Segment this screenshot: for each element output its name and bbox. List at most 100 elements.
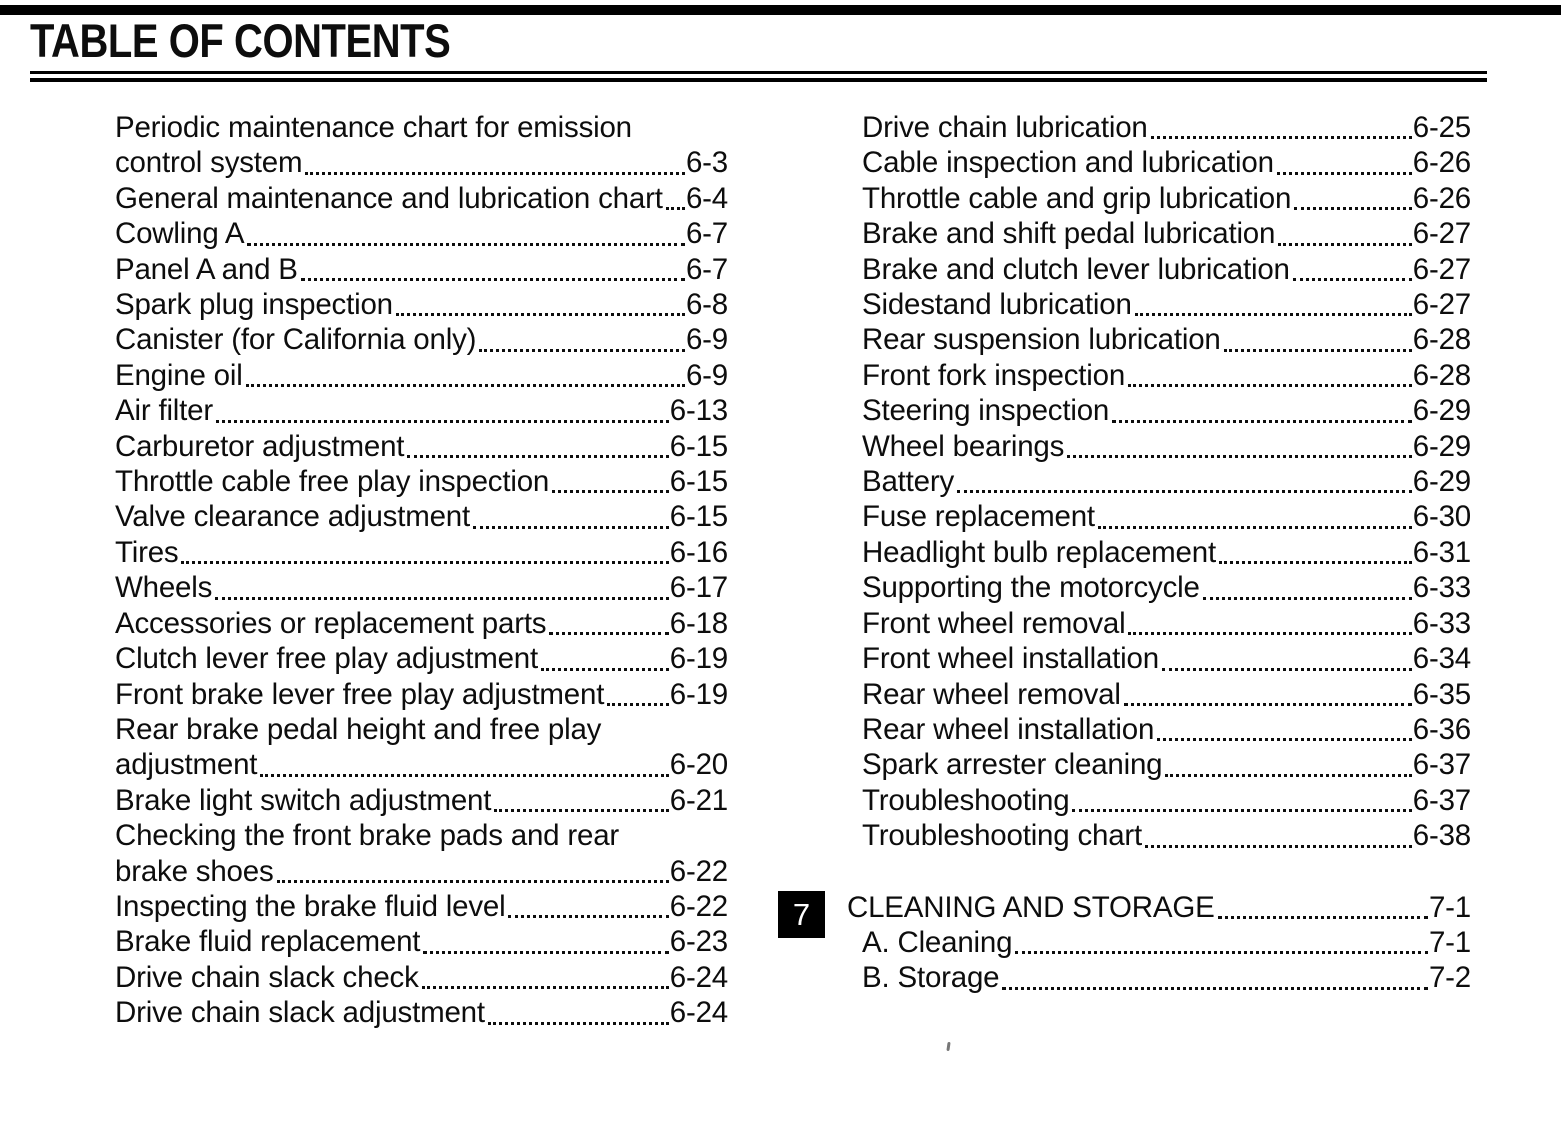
toc-entry-label: Supporting the motorcycle bbox=[862, 571, 1200, 605]
toc-entry-label: Sidestand lubrication bbox=[862, 288, 1132, 322]
toc-page-number: 6-26 bbox=[1412, 181, 1471, 215]
toc-entry-label: Checking the front brake pads and rear bbox=[115, 819, 620, 853]
toc-entry-label: Rear suspension lubrication bbox=[862, 323, 1221, 357]
title-rule-top bbox=[30, 71, 1487, 74]
toc-entry-label: Throttle cable and grip lubrication bbox=[862, 181, 1292, 215]
toc-entry-row: Tires 6-16 bbox=[115, 535, 728, 570]
toc-entry-row: Front wheel removal 6-33 bbox=[862, 606, 1471, 641]
toc-entry-row: Brake light switch adjustment 6-21 bbox=[115, 783, 728, 818]
toc-page-number: 6-24 bbox=[669, 996, 728, 1030]
toc-entry-label: Drive chain lubrication bbox=[862, 111, 1148, 144]
dot-leader bbox=[957, 490, 1412, 494]
dot-leader bbox=[494, 809, 669, 813]
dot-leader bbox=[607, 702, 669, 706]
dot-leader bbox=[1218, 561, 1412, 565]
page-title: TABLE OF CONTENTS bbox=[30, 14, 451, 67]
toc-page-number: 6-34 bbox=[1412, 642, 1471, 676]
toc-right-column: Drive chain lubrication 6-25 Cable inspect… bbox=[847, 110, 1471, 996]
dot-leader bbox=[1150, 136, 1412, 140]
chapter-7-tab: 7 bbox=[778, 891, 825, 938]
toc-page-number: 6-25 bbox=[1412, 111, 1471, 144]
toc-page-number: 6-21 bbox=[669, 783, 728, 817]
toc-entry-label: Brake light switch adjustment bbox=[115, 783, 492, 817]
toc-page-number: 6-19 bbox=[669, 677, 728, 711]
dot-leader bbox=[552, 490, 669, 494]
dot-leader bbox=[1165, 773, 1412, 777]
dot-leader bbox=[247, 242, 685, 246]
chapter-tab-number: 7 bbox=[792, 896, 811, 932]
toc-entry-label: Accessories or replacement parts bbox=[115, 606, 547, 640]
dot-leader bbox=[665, 207, 685, 211]
toc-entry-label: Wheel bearings bbox=[862, 429, 1065, 463]
dot-leader bbox=[1161, 667, 1412, 671]
dot-leader bbox=[181, 561, 669, 565]
toc-entry-row: B. Storage 7-2 bbox=[862, 960, 1471, 995]
toc-page-number: 7-2 bbox=[1428, 961, 1471, 995]
dot-leader bbox=[508, 915, 669, 919]
toc-page-number: 6-28 bbox=[1412, 323, 1471, 357]
dot-leader bbox=[1067, 455, 1412, 459]
toc-entry-label: CLEANING AND STORAGE bbox=[847, 890, 1215, 924]
toc-entry-row: Throttle cable free play inspection 6-15 bbox=[115, 464, 728, 499]
dot-leader bbox=[479, 348, 685, 352]
toc-page-number: 6-19 bbox=[669, 642, 728, 676]
toc-entry-label: Canister (for California only) bbox=[115, 323, 477, 357]
toc-entry-label: Cowling A bbox=[115, 217, 245, 251]
toc-page-number: 6-27 bbox=[1412, 252, 1471, 286]
dot-leader bbox=[305, 171, 685, 175]
toc-entry-row: Air filter 6-13 bbox=[115, 393, 728, 428]
dot-leader bbox=[541, 667, 669, 671]
toc-page-number: 6-17 bbox=[669, 571, 728, 605]
toc-page-number: 6-16 bbox=[669, 535, 728, 569]
toc-entry-row: Front wheel installation 6-34 bbox=[862, 641, 1471, 676]
toc-entry-row: Wheel bearings 6-29 bbox=[862, 429, 1471, 464]
toc-entry-row: Accessories or replacement parts 6-18 bbox=[115, 606, 728, 641]
toc-page-number: 6-29 bbox=[1412, 429, 1471, 463]
toc-page-number: 6-3 bbox=[685, 146, 728, 180]
toc-entry-row: Brake and clutch lever lubrication 6-27 bbox=[862, 252, 1471, 287]
toc-entry-row: Rear wheel removal 6-35 bbox=[862, 677, 1471, 712]
dot-leader bbox=[1134, 313, 1412, 317]
toc-entry-label: Panel A and B bbox=[115, 252, 298, 286]
dot-leader bbox=[1292, 278, 1412, 282]
toc-entry-row: Canister (for California only) 6-9 bbox=[115, 322, 728, 357]
toc-entry-row: Battery 6-29 bbox=[862, 464, 1471, 499]
dot-leader bbox=[276, 879, 669, 883]
toc-page-number: 6-38 bbox=[1412, 819, 1471, 853]
toc-entry-row: control system 6-3 bbox=[115, 145, 728, 180]
dot-leader bbox=[423, 950, 669, 954]
page-top-edge-bar bbox=[0, 5, 1561, 15]
toc-page-number: 6-37 bbox=[1412, 748, 1471, 782]
dot-leader bbox=[1276, 171, 1412, 175]
toc-entry-label: Fuse replacement bbox=[862, 500, 1095, 534]
toc-entry-label: Throttle cable free play inspection bbox=[115, 465, 550, 499]
toc-entry-row: Drive chain slack check 6-24 bbox=[115, 960, 728, 995]
toc-entry-label: Headlight bulb replacement bbox=[862, 535, 1216, 569]
dot-leader bbox=[421, 986, 669, 990]
toc-entry-label: Rear wheel removal bbox=[862, 677, 1121, 711]
dot-leader bbox=[1278, 242, 1412, 246]
toc-entry-label: Troubleshooting bbox=[862, 783, 1070, 817]
toc-entry-row: Throttle cable and grip lubrication 6-26 bbox=[862, 181, 1471, 216]
scan-artifact-mark bbox=[946, 1041, 951, 1052]
dot-leader bbox=[260, 773, 669, 777]
toc-page-number: 6-4 bbox=[685, 181, 728, 215]
toc-page-number: 6-33 bbox=[1412, 571, 1471, 605]
toc-page-number: 6-28 bbox=[1412, 358, 1471, 392]
dot-leader bbox=[1217, 915, 1428, 919]
dot-leader bbox=[1128, 384, 1412, 388]
dot-leader bbox=[1145, 844, 1412, 848]
toc-page-number: 6-23 bbox=[669, 925, 728, 959]
dot-leader bbox=[487, 1021, 669, 1025]
toc-entry-label: Drive chain slack check bbox=[115, 960, 419, 994]
toc-page-number: 6-9 bbox=[685, 358, 728, 392]
toc-entry-label: Front brake lever free play adjustment bbox=[115, 677, 605, 711]
toc-page-number: 6-27 bbox=[1412, 288, 1471, 322]
toc-page-number: 6-29 bbox=[1412, 394, 1471, 428]
toc-entry-row: Cowling A 6-7 bbox=[115, 216, 728, 251]
toc-entry-label: Wheels bbox=[115, 571, 213, 605]
toc-page-number: 6-26 bbox=[1412, 146, 1471, 180]
toc-page-number: 6-7 bbox=[685, 252, 728, 286]
toc-page-number: 6-8 bbox=[685, 288, 728, 322]
toc-entry-row: Inspecting the brake fluid level 6-22 bbox=[115, 889, 728, 924]
